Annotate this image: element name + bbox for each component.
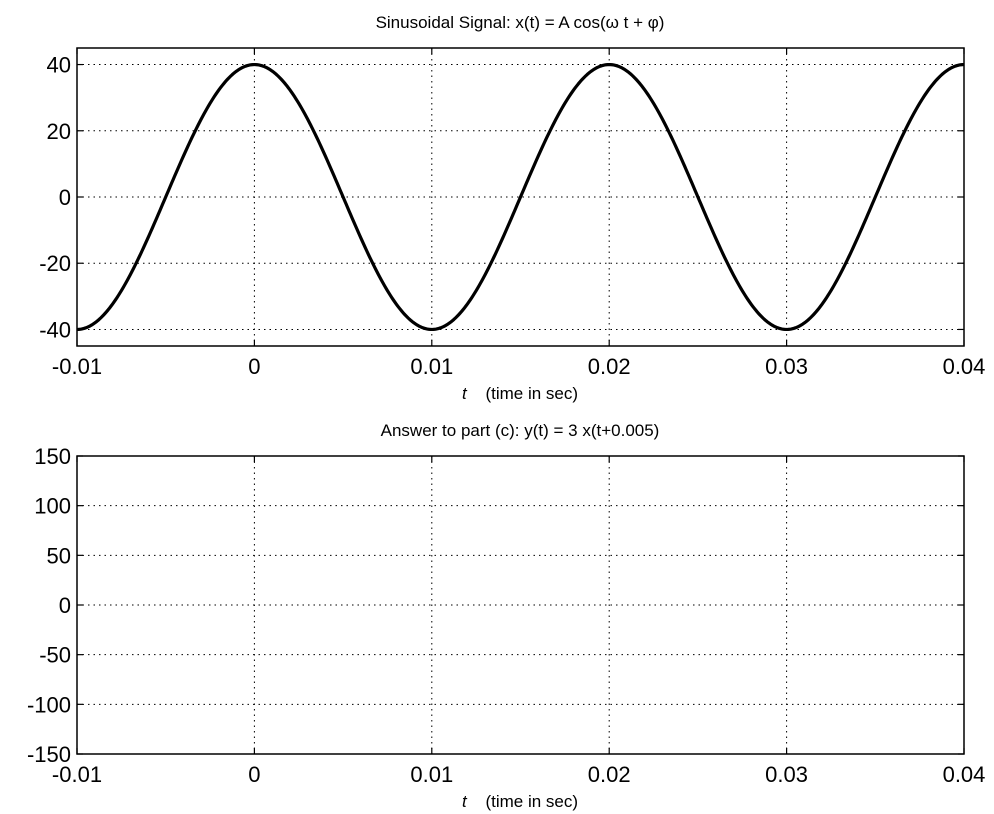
top-subplot: -0.01 0 0.01 0.02 0.03 0.04 -40 -20 0 20 40 Sinuso…: [39, 13, 985, 403]
top-x-tick-label: 0.04: [943, 354, 986, 379]
bottom-y-tick-label: 150: [34, 444, 71, 469]
top-x-tick-label: 0.03: [765, 354, 808, 379]
bottom-y-tick-label: -150: [27, 742, 71, 767]
bottom-y-tick-label: 100: [34, 494, 71, 519]
top-x-axis-symbol: t: [462, 384, 468, 403]
top-signal-line: [76, 62, 965, 332]
top-x-axis-label: t (time in sec): [462, 384, 578, 403]
top-series: [76, 62, 965, 332]
top-grid: [77, 48, 964, 346]
bottom-y-tick-label: -100: [27, 692, 71, 717]
bottom-x-axis-symbol: t: [462, 792, 468, 811]
top-y-tick-label: 40: [47, 53, 71, 78]
top-y-tick-label: 0: [59, 185, 71, 210]
top-x-axis-text: (time in sec): [485, 384, 578, 403]
bottom-subplot: -0.01 0 0.01 0.02 0.03 0.04 -150 -100 -50 0 50 100 1…: [27, 421, 985, 811]
top-y-tick-label: -40: [39, 317, 71, 342]
top-y-tick-label: 20: [47, 119, 71, 144]
bottom-grid: [77, 456, 964, 754]
bottom-x-tick-label: 0: [248, 762, 260, 787]
bottom-x-axis-text: (time in sec): [485, 792, 578, 811]
bottom-x-tick-label: 0.04: [943, 762, 986, 787]
bottom-x-tick-label: 0.01: [410, 762, 453, 787]
top-y-tick-label: -20: [39, 251, 71, 276]
top-x-tick-label: 0.01: [410, 354, 453, 379]
bottom-y-tick-label: 0: [59, 593, 71, 618]
top-x-tick-label: 0.02: [588, 354, 631, 379]
bottom-x-tick-label: -0.01: [52, 762, 102, 787]
bottom-x-axis-label: t (time in sec): [462, 792, 578, 811]
bottom-x-tick-label: 0.02: [588, 762, 631, 787]
bottom-ticks: -0.01 0 0.01 0.02 0.03 0.04 -150 -100 -50 0 50 100 1…: [27, 444, 985, 787]
bottom-chart-title: Answer to part (c): y(t) = 3 x(t+0.005): [381, 421, 660, 440]
top-x-tick-label: -0.01: [52, 354, 102, 379]
bottom-axes-box: [76, 455, 965, 755]
bottom-y-tick-label: -50: [39, 643, 71, 668]
top-chart-title: Sinusoidal Signal: x(t) = A cos(ω t + φ): [376, 13, 665, 32]
top-ticks: -0.01 0 0.01 0.02 0.03 0.04 -40 -20 0 20 40: [39, 48, 985, 379]
bottom-y-tick-label: 50: [47, 543, 71, 568]
bottom-x-tick-label: 0.03: [765, 762, 808, 787]
top-x-tick-label: 0: [248, 354, 260, 379]
